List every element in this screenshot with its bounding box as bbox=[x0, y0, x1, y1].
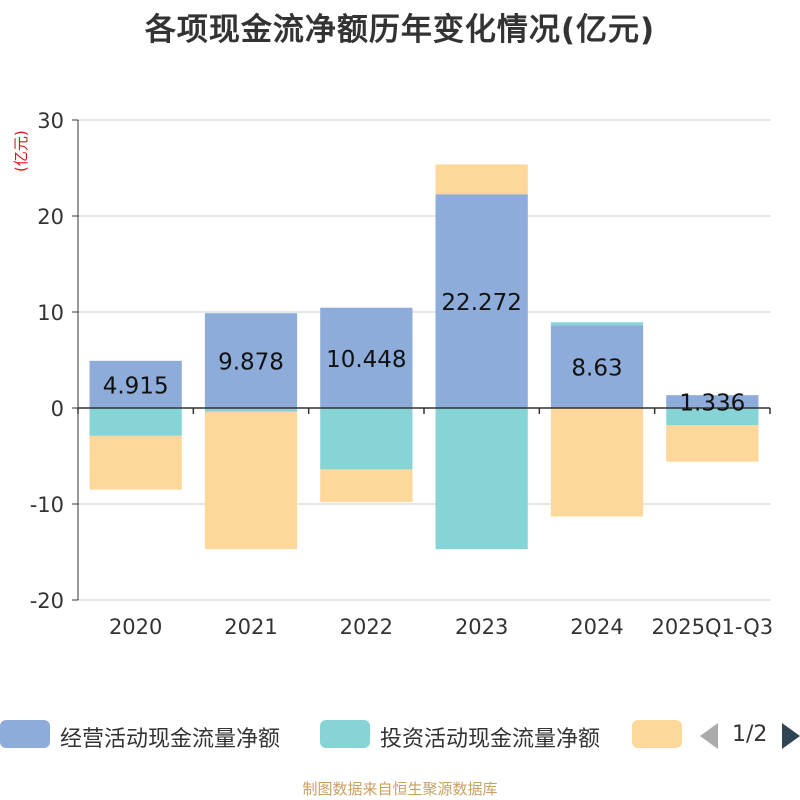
y-tick-label: 10 bbox=[37, 301, 64, 325]
data-label: 22.272 bbox=[441, 290, 521, 316]
bar-operating bbox=[550, 325, 644, 408]
bar-investing bbox=[666, 408, 759, 426]
legend-label-operating: 经营活动现金流量净额 bbox=[60, 727, 281, 752]
chart-title: 各项现金流净额历年变化情况(亿元) bbox=[144, 12, 656, 48]
y-tick-label: 30 bbox=[37, 109, 64, 133]
bar-investing bbox=[435, 408, 528, 550]
bar-operating bbox=[89, 360, 182, 408]
bar-chart: -20 -10 0 10 20 30 2020 2021 2022 2023 2024 2025Q1-… bbox=[30, 109, 774, 639]
bar-operating bbox=[666, 395, 759, 408]
y-tick-label: -10 bbox=[30, 493, 64, 517]
bar-investing bbox=[204, 408, 298, 412]
bar-investing bbox=[89, 408, 182, 436]
x-tick-label: 2021 bbox=[224, 615, 277, 639]
x-tick-label: 2025Q1-Q3 bbox=[652, 615, 774, 639]
bar-financing bbox=[204, 411, 298, 550]
bar-financing bbox=[320, 469, 413, 503]
x-tick-label: 2023 bbox=[455, 615, 508, 639]
bar-operating bbox=[435, 194, 528, 408]
bar-financing bbox=[550, 408, 644, 517]
data-label: 4.915 bbox=[103, 373, 169, 399]
triangle-left-icon[interactable] bbox=[700, 723, 718, 749]
bar-operating bbox=[320, 307, 413, 408]
bar-financing bbox=[435, 164, 528, 195]
data-label: 8.63 bbox=[571, 356, 622, 382]
legend-swatch-financing bbox=[632, 720, 682, 748]
legend: 经营活动现金流量净额 投资活动现金流量净额 1/2 bbox=[0, 714, 800, 754]
bar-financing bbox=[89, 435, 182, 490]
bar-financing bbox=[666, 425, 759, 462]
x-tick-label: 2024 bbox=[570, 615, 623, 639]
bar-investing bbox=[550, 322, 644, 326]
bar-investing bbox=[320, 408, 413, 470]
y-tick-label: 0 bbox=[51, 397, 64, 421]
bar-operating bbox=[204, 313, 298, 408]
legend-page-indicator: 1/2 bbox=[732, 722, 768, 747]
data-label: 1.336 bbox=[679, 391, 745, 417]
data-label: 9.878 bbox=[218, 350, 284, 376]
x-tick-label: 2020 bbox=[109, 615, 162, 639]
y-tick-label: 20 bbox=[37, 205, 64, 229]
legend-swatch-operating bbox=[0, 720, 50, 748]
x-tick-label: 2022 bbox=[340, 615, 393, 639]
legend-pager: 1/2 bbox=[700, 718, 800, 752]
y-tick-label: -20 bbox=[30, 589, 64, 613]
data-source-note: 制图数据来自恒生聚源数据库 bbox=[302, 780, 498, 798]
legend-swatch-investing bbox=[320, 720, 370, 748]
data-label: 10.448 bbox=[326, 347, 406, 373]
triangle-right-icon[interactable] bbox=[782, 723, 800, 749]
legend-label-investing: 投资活动现金流量净额 bbox=[380, 727, 601, 752]
